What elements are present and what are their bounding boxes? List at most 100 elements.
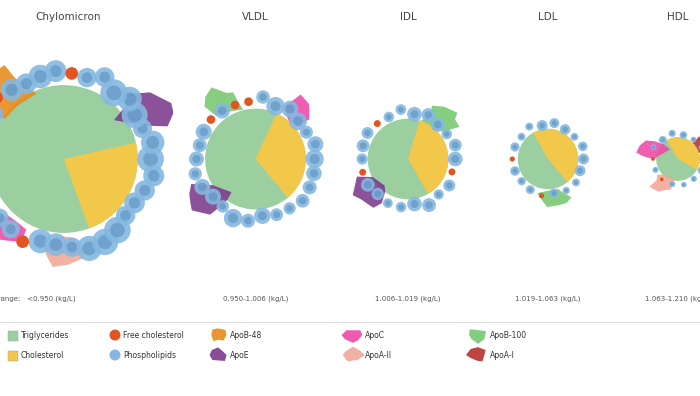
Polygon shape bbox=[466, 347, 486, 362]
Circle shape bbox=[398, 204, 404, 210]
Polygon shape bbox=[0, 215, 27, 242]
Wedge shape bbox=[64, 143, 138, 228]
Polygon shape bbox=[189, 184, 232, 215]
Circle shape bbox=[309, 169, 318, 178]
Circle shape bbox=[195, 179, 210, 195]
Circle shape bbox=[205, 109, 306, 209]
Circle shape bbox=[361, 178, 374, 192]
Text: ApoB-48: ApoB-48 bbox=[230, 331, 262, 339]
Circle shape bbox=[34, 234, 47, 248]
Circle shape bbox=[16, 73, 36, 94]
Circle shape bbox=[99, 72, 110, 82]
Circle shape bbox=[395, 104, 406, 115]
Circle shape bbox=[50, 238, 62, 251]
Circle shape bbox=[364, 181, 372, 188]
Text: Triglycerides: Triglycerides bbox=[21, 331, 69, 339]
Circle shape bbox=[0, 91, 3, 104]
Circle shape bbox=[660, 177, 664, 181]
Text: ApoB-100: ApoB-100 bbox=[490, 331, 527, 339]
Circle shape bbox=[205, 188, 221, 205]
Circle shape bbox=[573, 135, 577, 139]
Circle shape bbox=[374, 190, 381, 197]
Circle shape bbox=[539, 193, 544, 198]
Circle shape bbox=[528, 187, 533, 192]
Circle shape bbox=[6, 224, 15, 234]
Circle shape bbox=[228, 213, 238, 223]
Circle shape bbox=[137, 123, 148, 134]
Circle shape bbox=[517, 133, 526, 141]
Circle shape bbox=[66, 242, 77, 252]
Circle shape bbox=[270, 101, 281, 111]
Circle shape bbox=[430, 118, 445, 132]
Circle shape bbox=[692, 138, 695, 141]
Circle shape bbox=[434, 121, 442, 129]
Circle shape bbox=[106, 86, 121, 100]
Circle shape bbox=[306, 166, 322, 181]
Circle shape bbox=[668, 130, 676, 137]
Polygon shape bbox=[342, 330, 363, 343]
Circle shape bbox=[575, 165, 585, 176]
Polygon shape bbox=[343, 346, 365, 362]
Text: 0.950-1.006 (kg/L): 0.950-1.006 (kg/L) bbox=[223, 295, 288, 302]
Circle shape bbox=[133, 119, 152, 138]
Circle shape bbox=[656, 137, 700, 181]
Circle shape bbox=[231, 101, 239, 109]
Circle shape bbox=[216, 200, 229, 213]
Circle shape bbox=[29, 65, 52, 88]
Text: ApoA-I: ApoA-I bbox=[490, 350, 515, 360]
Circle shape bbox=[45, 60, 66, 82]
Polygon shape bbox=[204, 88, 243, 116]
Circle shape bbox=[562, 127, 568, 132]
Circle shape bbox=[129, 197, 140, 209]
Circle shape bbox=[273, 211, 280, 218]
Circle shape bbox=[443, 179, 455, 192]
Circle shape bbox=[436, 192, 442, 197]
Circle shape bbox=[296, 194, 309, 208]
Circle shape bbox=[6, 84, 18, 96]
Polygon shape bbox=[114, 92, 174, 126]
Circle shape bbox=[510, 156, 515, 162]
Wedge shape bbox=[408, 120, 448, 194]
Circle shape bbox=[681, 133, 685, 137]
Circle shape bbox=[98, 235, 112, 249]
Polygon shape bbox=[353, 177, 385, 208]
Circle shape bbox=[564, 188, 568, 192]
Circle shape bbox=[442, 129, 452, 139]
Circle shape bbox=[16, 235, 29, 248]
Circle shape bbox=[670, 131, 674, 135]
Circle shape bbox=[206, 115, 216, 124]
Circle shape bbox=[21, 78, 32, 89]
Circle shape bbox=[368, 119, 448, 199]
Circle shape bbox=[45, 233, 67, 256]
Circle shape bbox=[425, 201, 433, 209]
Text: ApoE: ApoE bbox=[230, 350, 249, 360]
Wedge shape bbox=[666, 137, 700, 170]
Text: VLDL: VLDL bbox=[242, 12, 269, 22]
Circle shape bbox=[92, 229, 118, 255]
Text: Cholesterol: Cholesterol bbox=[21, 350, 64, 360]
Circle shape bbox=[560, 124, 570, 135]
Text: Chylomicron: Chylomicron bbox=[35, 12, 101, 22]
Circle shape bbox=[244, 217, 252, 225]
Circle shape bbox=[241, 214, 255, 228]
Text: HDL: HDL bbox=[667, 12, 689, 22]
Circle shape bbox=[552, 190, 556, 196]
Circle shape bbox=[109, 350, 120, 360]
Circle shape bbox=[362, 127, 373, 139]
Circle shape bbox=[384, 112, 394, 122]
Text: IDL: IDL bbox=[400, 12, 416, 22]
Circle shape bbox=[410, 110, 419, 118]
Circle shape bbox=[525, 122, 533, 131]
Circle shape bbox=[146, 136, 159, 149]
Circle shape bbox=[244, 97, 253, 106]
Circle shape bbox=[698, 166, 700, 174]
Circle shape bbox=[527, 124, 531, 129]
Circle shape bbox=[448, 152, 463, 166]
Circle shape bbox=[198, 183, 206, 191]
Circle shape bbox=[311, 140, 320, 148]
Bar bbox=[8, 351, 18, 361]
Circle shape bbox=[139, 185, 150, 196]
Circle shape bbox=[424, 111, 432, 118]
Circle shape bbox=[577, 168, 583, 174]
Circle shape bbox=[109, 329, 120, 341]
